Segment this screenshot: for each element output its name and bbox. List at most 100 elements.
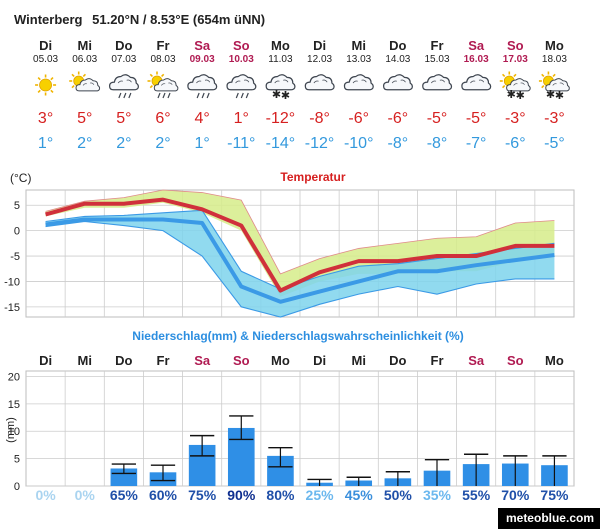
cloud-icon [343,74,374,91]
temp-max: -8° [309,110,330,127]
cloud-rain-icon [108,74,139,99]
cloud-body [75,78,101,92]
precip-day-label: Di [39,353,52,368]
day-name: So [233,38,250,53]
day-name: Di [39,38,52,53]
cloud-detail [235,79,250,84]
cloud-detail [552,82,564,86]
precip-probability: 50% [384,487,413,503]
location-coords: 51.20°N / 8.53°E (654m üNN) [92,12,265,27]
temperature-plot: 5 0 -5 -10 -15 [4,189,575,318]
sun-disc [39,78,52,92]
sun-ray [37,77,41,81]
rain-drop [245,92,249,99]
temperature-title: Temperatur [280,170,345,184]
sun-icon [35,74,57,96]
temp-min: -11° [227,135,255,152]
precip-day-label: Mo [271,353,290,368]
cloud-body [304,74,335,91]
temp-max: -3° [544,110,565,127]
sun-ray [541,85,545,89]
temp-min: 2° [155,135,170,152]
rain-drop [235,92,239,99]
day-name: Sa [194,38,211,53]
temp-min: 2° [116,135,131,152]
snow-flake: ✱ [555,90,564,102]
precip-probability: 35% [423,487,452,503]
precip-day-label: Do [389,353,406,368]
temp-max: 4° [194,110,209,127]
snow-flake: ✱ [546,89,555,101]
precip-day-label: So [233,353,250,368]
precip-day-label: So [507,353,524,368]
cloud-body [382,74,413,91]
precip-day-label: Mo [545,353,564,368]
temp-max: -3° [505,110,526,127]
precip-probability: 0% [35,487,56,503]
day-name: Di [313,38,326,53]
cloud-icon [461,74,492,91]
sun-ray [513,73,517,77]
precip-day-label: Sa [194,353,211,368]
day-date: 10.03 [229,54,254,65]
cloud-shape [304,74,335,91]
precip-day-label: Sa [468,353,485,368]
temperature-min-line [45,217,555,304]
cloud-detail [352,79,367,84]
day-name: So [507,38,524,53]
precip-day-label: Mi [77,353,91,368]
precip-probability: 70% [501,487,530,503]
cloud-detail [82,82,95,86]
cloud-body [153,78,179,92]
rain-drop [128,92,132,99]
cloud-detail [161,82,173,86]
cloud-body [343,74,374,91]
temp-max: -6° [388,110,409,127]
cloud-detail [430,79,445,84]
rain-drop [206,92,210,99]
temp-max: 3° [38,110,53,127]
sun-cloud-rain-icon [147,71,179,99]
cloud-detail [274,79,289,84]
cloud-body [226,74,257,91]
temp-min: -8° [388,135,409,152]
temp-max: -12° [266,110,296,127]
cloud-detail [391,79,406,84]
rain-drop [167,92,171,99]
sun-ray [149,85,153,89]
temp-min: -5° [544,135,565,152]
rain-drop [162,92,166,99]
cloud-shape [75,78,101,92]
day-name: Do [115,38,132,53]
temp-max: -5° [466,110,487,127]
snow-flake: ✱ [281,90,290,102]
rain-drop [157,92,161,99]
temp-max: 6° [155,110,170,127]
temp-min: -10° [344,135,374,152]
sun-ray [149,73,153,77]
sun-ray [50,77,54,81]
precip-probability: 80% [266,487,295,503]
day-date: 13.03 [346,54,371,65]
cloud-shape [506,78,531,92]
precip-day-label: Di [313,353,326,368]
day-name: Mo [545,38,564,53]
precip-tick-label: 5 [14,454,20,466]
rain-drop [201,92,205,99]
cloud-shape [108,74,139,91]
precip-probability: 65% [110,487,139,503]
sun-ray [541,73,545,77]
temp-min: -6° [505,135,526,152]
day-name: Do [389,38,406,53]
day-date: 08.03 [150,54,175,65]
day-name: Sa [468,38,485,53]
cloud-snow-icon: ✱ ✱ [265,74,296,102]
